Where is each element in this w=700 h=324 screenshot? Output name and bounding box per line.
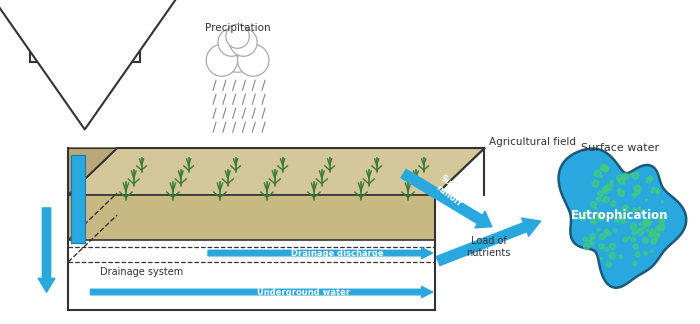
FancyArrowPatch shape	[208, 248, 433, 259]
Polygon shape	[68, 148, 484, 195]
Circle shape	[206, 44, 237, 76]
Polygon shape	[559, 149, 686, 288]
FancyBboxPatch shape	[30, 10, 139, 62]
Text: Drainage discharge: Drainage discharge	[291, 249, 384, 258]
Text: Inputs of nitrogen
and phosphorus: Inputs of nitrogen and phosphorus	[41, 26, 128, 47]
Text: Drainage system: Drainage system	[100, 267, 183, 277]
Text: Precipitation: Precipitation	[205, 23, 270, 33]
Text: Agricultural field: Agricultural field	[489, 137, 576, 147]
Circle shape	[237, 44, 269, 76]
Polygon shape	[68, 195, 435, 240]
Circle shape	[226, 24, 249, 48]
Circle shape	[230, 28, 257, 56]
Text: Eutrophication: Eutrophication	[571, 209, 668, 222]
FancyArrowPatch shape	[90, 286, 433, 297]
FancyArrowPatch shape	[38, 208, 55, 292]
Text: Load of
nutrients: Load of nutrients	[466, 236, 510, 258]
Text: Surface water: Surface water	[580, 143, 659, 153]
Polygon shape	[68, 148, 117, 195]
Circle shape	[218, 28, 246, 56]
FancyArrowPatch shape	[436, 218, 540, 266]
FancyArrowPatch shape	[401, 169, 492, 228]
Text: Surface
runoff: Surface runoff	[432, 173, 472, 211]
Circle shape	[218, 32, 257, 72]
Polygon shape	[71, 155, 85, 243]
Text: Underground water: Underground water	[257, 287, 350, 296]
